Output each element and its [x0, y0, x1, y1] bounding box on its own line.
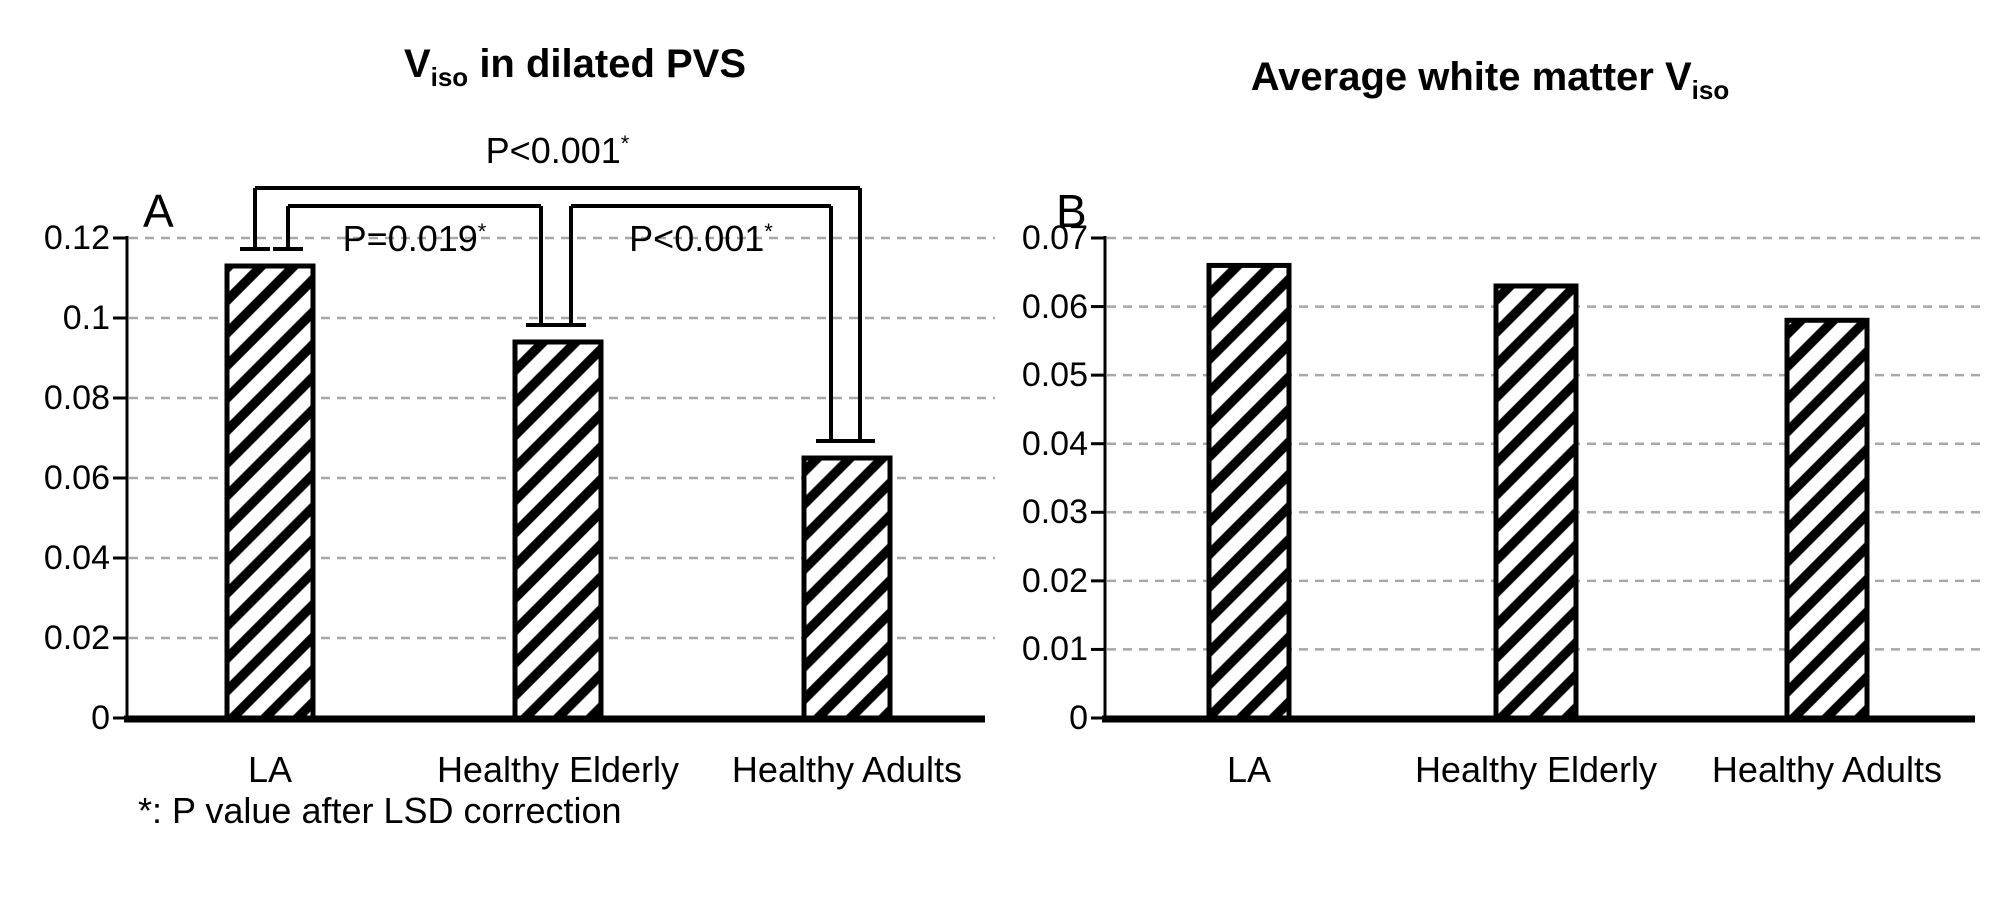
bar-la: [1206, 262, 1292, 721]
bar-healthy-adults: [1784, 317, 1870, 721]
bar-la: [224, 263, 316, 721]
panel-b-plot-area: [1091, 236, 1985, 723]
bar-healthy-adults: [801, 455, 893, 721]
significance-bracket-la-vs-healthy-elderly: [273, 204, 556, 327]
panel-a-plot-area: [113, 186, 995, 723]
bar-healthy-elderly: [512, 339, 604, 721]
significance-bracket-healthy-elderly-vs-healthy-adults: [556, 204, 846, 443]
bar-healthy-elderly: [1493, 283, 1579, 721]
significance-bracket-la-vs-healthy-adults: [240, 186, 875, 443]
